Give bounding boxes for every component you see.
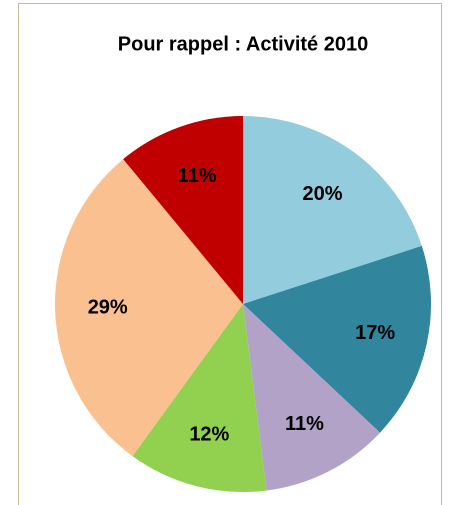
pie-slice	[243, 245, 431, 433]
pie-slice	[132, 304, 267, 492]
data-label: 17%	[355, 322, 395, 344]
chart-title: Pour rappel : Activité 2010	[118, 33, 368, 55]
pie-slice	[243, 116, 422, 304]
data-label: 11%	[285, 413, 324, 435]
data-label: 29%	[88, 297, 128, 319]
pie-slice	[243, 304, 381, 491]
pie-slice	[55, 159, 243, 457]
pie-slice	[123, 116, 243, 304]
data-label: 11%	[178, 165, 217, 187]
data-label: 12%	[189, 423, 229, 445]
data-label: 20%	[303, 183, 343, 205]
